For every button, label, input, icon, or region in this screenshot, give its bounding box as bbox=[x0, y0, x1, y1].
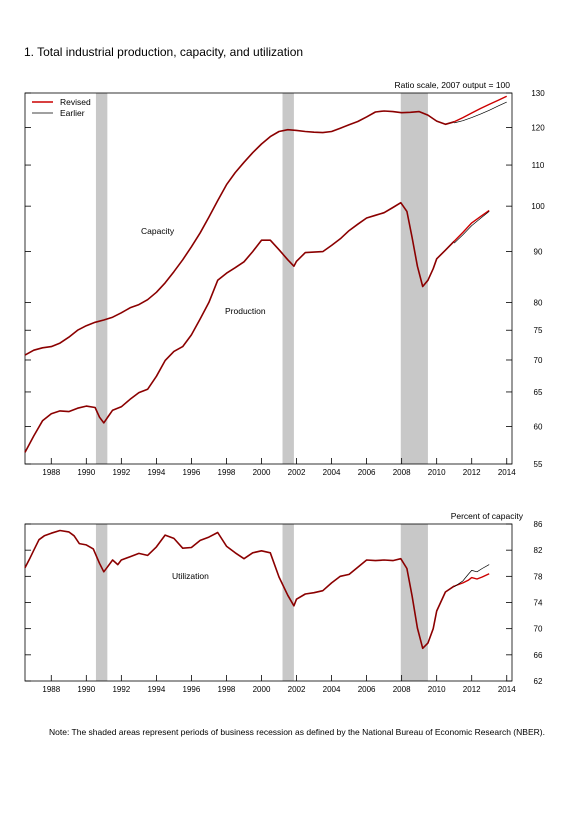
footnote: Note: The shaded areas represent periods… bbox=[49, 727, 545, 737]
legend: Revised Earlier bbox=[32, 97, 91, 118]
top-y-tick-label: 90 bbox=[534, 248, 543, 257]
top-x-tick-label: 1998 bbox=[218, 468, 236, 477]
production-earlier-line bbox=[453, 211, 490, 244]
bottom-x-axis: 1988 1990 1992 1994 1996 1998 2000 2002 2004 2006… bbox=[42, 675, 516, 694]
top-y-tick-label: 120 bbox=[531, 124, 545, 133]
bottom-recession-shading bbox=[95, 524, 428, 681]
top-x-tick-label: 1994 bbox=[147, 468, 165, 477]
bottom-y-axis: 62 66 70 74 78 82 86 bbox=[25, 520, 543, 686]
bottom-y-tick-label: 62 bbox=[534, 677, 543, 686]
utilization-annotation: Utilization bbox=[172, 571, 209, 581]
top-x-tick-label: 2010 bbox=[428, 468, 446, 477]
top-y-tick-label: 80 bbox=[534, 298, 543, 307]
capacity-line bbox=[24, 110, 455, 356]
top-y-axis: 55 60 65 70 75 80 90 100 110 120 130 bbox=[25, 89, 545, 469]
top-x-tick-label: 1990 bbox=[77, 468, 95, 477]
legend-label-earlier: Earlier bbox=[60, 108, 85, 118]
bottom-scale-note: Percent of capacity bbox=[451, 511, 524, 521]
top-y-tick-label: 110 bbox=[532, 161, 545, 170]
top-y-tick-label: 60 bbox=[534, 422, 543, 431]
top-recession-band-1 bbox=[282, 93, 294, 464]
bottom-x-tick-label: 2012 bbox=[463, 685, 481, 694]
top-x-tick-label: 1988 bbox=[42, 468, 60, 477]
top-recession-band-0 bbox=[95, 93, 108, 464]
top-y-tick-label: 100 bbox=[531, 202, 545, 211]
bottom-x-tick-label: 2000 bbox=[253, 685, 271, 694]
top-plot-frame bbox=[24, 92, 513, 465]
top-x-tick-label: 2014 bbox=[498, 468, 516, 477]
top-y-tick-label: 55 bbox=[534, 460, 543, 469]
utilization-earlier-line bbox=[454, 564, 490, 588]
bottom-y-tick-label: 70 bbox=[534, 625, 543, 634]
bottom-x-tick-label: 1996 bbox=[183, 685, 201, 694]
capacity-earlier-line bbox=[454, 101, 507, 124]
bottom-x-tick-label: 1990 bbox=[77, 685, 95, 694]
bottom-y-tick-label: 86 bbox=[534, 520, 543, 529]
top-x-tick-label: 2006 bbox=[358, 468, 376, 477]
top-x-tick-label: 2012 bbox=[463, 468, 481, 477]
bottom-y-tick-label: 66 bbox=[534, 651, 543, 660]
top-x-tick-label: 1992 bbox=[112, 468, 130, 477]
top-x-axis: 1988 1990 1992 1994 1996 1998 2000 2002 2004 2006… bbox=[42, 458, 516, 477]
top-recession-band-2 bbox=[400, 93, 428, 464]
top-x-tick-label: 1996 bbox=[183, 468, 201, 477]
figure-title: 1. Total industrial production, capacity… bbox=[24, 45, 304, 59]
production-line bbox=[24, 201, 455, 453]
top-recession-shading bbox=[95, 93, 428, 464]
utilization-line bbox=[24, 529, 455, 650]
bottom-x-tick-label: 2014 bbox=[498, 685, 516, 694]
top-x-tick-label: 2008 bbox=[393, 468, 411, 477]
top-x-tick-label: 2004 bbox=[323, 468, 341, 477]
bottom-y-tick-label: 74 bbox=[534, 599, 543, 608]
bottom-x-tick-label: 2008 bbox=[393, 685, 411, 694]
top-x-tick-label: 2002 bbox=[288, 468, 306, 477]
bottom-x-tick-label: 1988 bbox=[42, 685, 60, 694]
bottom-recession-band-1 bbox=[282, 524, 294, 681]
top-y-tick-label: 70 bbox=[534, 356, 543, 365]
capacity-revised-line bbox=[453, 95, 507, 123]
top-scale-note: Ratio scale, 2007 output = 100 bbox=[394, 80, 510, 90]
bottom-panel: 62 66 70 74 78 82 86 1988 1990 1992 1994 1996 1998 2… bbox=[24, 511, 543, 694]
bottom-recession-band-0 bbox=[95, 524, 108, 681]
top-y-tick-label: 130 bbox=[531, 89, 545, 98]
top-x-tick-label: 2000 bbox=[253, 468, 271, 477]
bottom-x-tick-label: 1998 bbox=[218, 685, 236, 694]
bottom-y-tick-label: 78 bbox=[534, 572, 543, 581]
bottom-x-tick-label: 2010 bbox=[428, 685, 446, 694]
bottom-recession-band-2 bbox=[400, 524, 428, 681]
utilization-revised-line bbox=[453, 573, 490, 587]
bottom-x-tick-label: 1994 bbox=[147, 685, 165, 694]
bottom-x-tick-label: 2006 bbox=[358, 685, 376, 694]
capacity-annotation: Capacity bbox=[141, 226, 175, 236]
legend-label-revised: Revised bbox=[60, 97, 91, 107]
bottom-x-tick-label: 1992 bbox=[112, 685, 130, 694]
bottom-series-lines bbox=[24, 529, 490, 650]
production-annotation: Production bbox=[225, 306, 266, 316]
top-y-tick-label: 65 bbox=[534, 388, 543, 397]
production-revised-line bbox=[453, 209, 490, 242]
top-series-lines bbox=[24, 95, 507, 453]
bottom-x-tick-label: 2004 bbox=[323, 685, 341, 694]
bottom-y-tick-label: 82 bbox=[534, 546, 543, 555]
top-y-tick-label: 75 bbox=[534, 326, 543, 335]
bottom-x-tick-label: 2002 bbox=[288, 685, 306, 694]
